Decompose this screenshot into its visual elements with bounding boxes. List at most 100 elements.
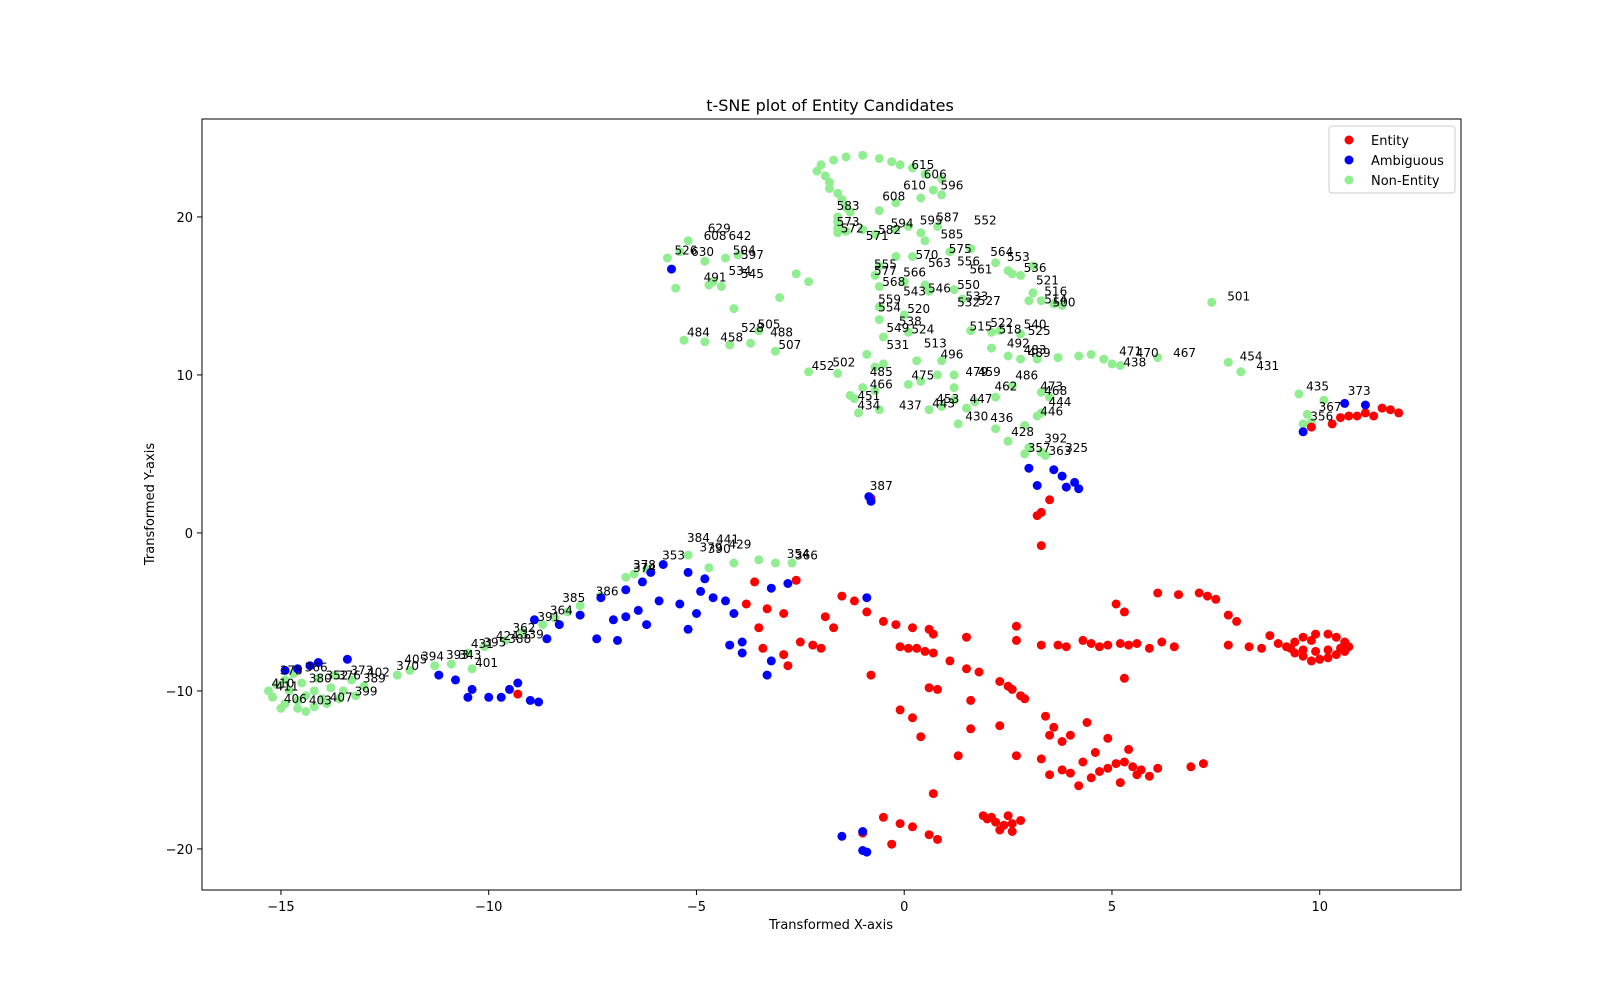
entity-point: [895, 819, 905, 829]
non-entity-point: [683, 550, 693, 560]
point-label: 553: [1007, 250, 1030, 264]
non-entity-point: [575, 601, 585, 611]
non-entity-point: [563, 607, 573, 617]
non-entity-point: [870, 270, 880, 280]
entity-point: [1124, 744, 1134, 754]
non-entity-point: [662, 253, 672, 263]
point-label: 570: [916, 248, 939, 262]
point-label: 568: [882, 275, 905, 289]
entity-point: [1119, 607, 1129, 617]
point-label: 353: [662, 548, 685, 562]
entity-point: [1119, 673, 1129, 683]
non-entity-point: [874, 405, 884, 415]
x-axis-label: Transformed X-axis: [768, 918, 893, 933]
non-entity-point: [870, 229, 880, 239]
ambiguous-point: [621, 612, 631, 622]
non-entity-point: [862, 349, 872, 359]
entity-point: [1011, 751, 1021, 761]
non-entity-point: [916, 376, 926, 386]
legend-marker-entity: [1344, 135, 1354, 145]
ambiguous-point: [293, 664, 303, 674]
point-label: 366: [305, 661, 328, 675]
point-label: 392: [1044, 432, 1067, 446]
non-entity-point: [538, 620, 548, 630]
point-label: 410: [272, 676, 295, 690]
non-entity-point: [359, 681, 369, 691]
ambiguous-point: [513, 678, 523, 688]
x-tick-label: 5: [1108, 900, 1116, 915]
non-entity-point: [833, 228, 843, 238]
non-entity-point: [833, 217, 843, 227]
legend: Entity Ambiguous Non-Entity: [1328, 125, 1456, 194]
point-label: 521: [1036, 274, 1059, 288]
ambiguous-point: [725, 640, 735, 650]
non-entity-point: [301, 691, 311, 701]
non-entity-point: [1020, 449, 1030, 459]
ambiguous-point: [608, 615, 618, 625]
non-entity-point: [845, 391, 855, 400]
point-label: 468: [1044, 384, 1067, 398]
point-label: 525: [1028, 324, 1051, 338]
point-label: 366: [795, 548, 818, 562]
entity-point: [1128, 762, 1138, 772]
ambiguous-point: [1024, 463, 1034, 473]
x-tick-label: −10: [475, 900, 502, 915]
point-label: 357: [1028, 441, 1051, 455]
non-entity-point: [874, 315, 884, 325]
y-tick-label: −10: [166, 685, 193, 700]
point-label: 405: [404, 653, 427, 667]
ambiguous-point: [858, 827, 868, 836]
entity-point: [962, 632, 971, 642]
point-label: 500: [1053, 296, 1076, 310]
entity-point: [1095, 642, 1104, 652]
non-entity-point: [841, 226, 851, 236]
ambiguous-point: [613, 635, 622, 645]
entity-point: [1119, 757, 1129, 767]
entity-point: [1298, 632, 1308, 642]
point-label: 550: [957, 278, 980, 292]
ambiguous-point: [642, 620, 652, 630]
entity-point: [908, 713, 917, 723]
entity-point: [916, 732, 926, 742]
non-entity-point: [949, 285, 959, 295]
entity-point: [908, 623, 917, 633]
non-entity-point: [937, 356, 947, 366]
entity-point: [1115, 639, 1125, 648]
non-entity-point: [1016, 270, 1026, 280]
non-entity-point: [833, 368, 843, 378]
point-label: 384: [687, 531, 710, 545]
data-points: [264, 150, 1404, 857]
non-entity-point: [318, 694, 327, 704]
ambiguous-point: [1298, 427, 1308, 437]
non-entity-point: [1032, 354, 1042, 364]
entity-point: [1273, 639, 1283, 648]
ambiguous-point: [596, 593, 606, 603]
ambiguous-point: [675, 599, 685, 609]
entity-point: [1007, 827, 1017, 836]
entity-point: [1007, 684, 1017, 694]
non-entity-point: [309, 686, 319, 696]
entity-point: [1298, 651, 1308, 661]
non-entity-point: [858, 150, 868, 160]
point-label: 582: [878, 223, 901, 237]
entity-point: [1244, 642, 1254, 652]
non-entity-point: [754, 326, 764, 336]
point-label: 376: [338, 669, 361, 683]
non-entity-point: [887, 157, 897, 167]
non-entity-point: [924, 405, 934, 415]
point-label: 407: [330, 691, 353, 705]
non-entity-point: [891, 225, 901, 235]
point-label: 516: [1044, 285, 1067, 299]
entity-point: [1057, 765, 1067, 775]
ambiguous-point: [646, 567, 656, 577]
non-entity-point: [338, 686, 348, 696]
entity-point: [953, 751, 963, 761]
point-label: 489: [1028, 346, 1051, 360]
non-entity-point: [683, 236, 693, 246]
non-entity-point: [987, 343, 996, 353]
point-label: 434: [857, 398, 880, 412]
point-label: 436: [990, 411, 1013, 425]
entity-point: [1286, 643, 1296, 653]
entity-point: [1315, 654, 1325, 664]
entity-point: [779, 609, 789, 618]
